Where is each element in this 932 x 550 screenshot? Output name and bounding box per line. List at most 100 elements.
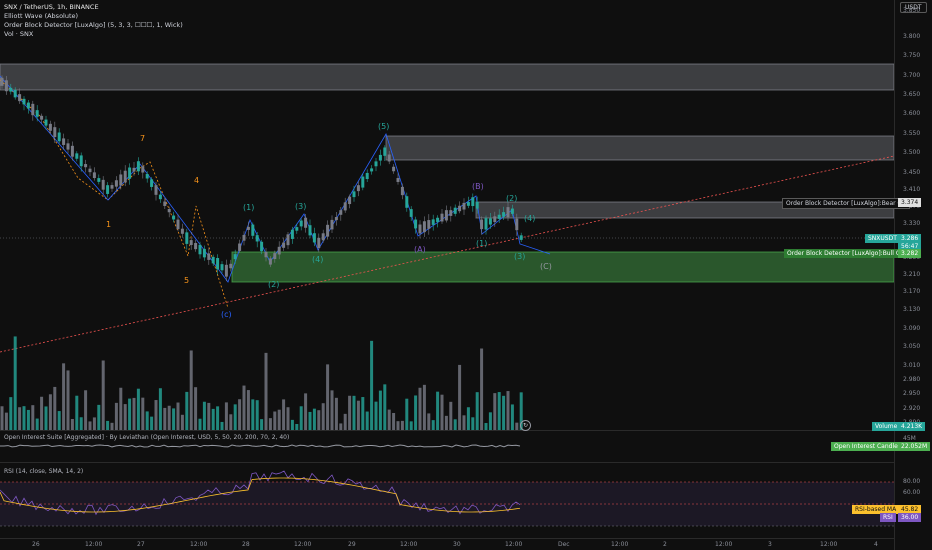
indicator-order-block[interactable]: Order Block Detector [LuxAlgo] (5, 3, 3,… — [4, 21, 183, 29]
volume-bar — [277, 409, 281, 430]
candle-body — [515, 218, 519, 231]
candle-body — [392, 166, 396, 172]
wave-label-5: (5) — [378, 122, 390, 131]
volume-bar — [128, 398, 132, 430]
volume-bar — [66, 370, 70, 430]
candle-body — [194, 242, 198, 250]
currency-button[interactable]: USDT — [900, 2, 927, 13]
volume-bar — [180, 414, 184, 430]
candle-body — [119, 174, 123, 186]
price-tick: 3.330 — [903, 220, 921, 227]
candle-body — [150, 179, 154, 187]
volume-bar — [101, 360, 105, 430]
candle-body — [185, 232, 189, 244]
candle-body — [400, 186, 404, 196]
volume-bar — [44, 406, 48, 430]
price-tick: 3.600 — [903, 110, 921, 117]
main-chart-canvas[interactable] — [0, 0, 894, 430]
oi-pane-label[interactable]: Open Interest Suite [Aggregated] · By Le… — [4, 434, 290, 441]
candle-body — [268, 258, 272, 265]
volume-bar — [462, 415, 466, 430]
time-tick: 4 — [874, 541, 878, 548]
pane-divider-2[interactable] — [0, 462, 894, 463]
volume-bar — [453, 419, 457, 430]
candle-body — [348, 196, 352, 205]
candle-body — [475, 201, 479, 209]
volume-bar — [216, 406, 220, 430]
wave-label-C: (C) — [540, 262, 552, 271]
candle-body — [378, 154, 382, 161]
trend-line — [0, 155, 894, 353]
rsi-line — [0, 470, 521, 516]
rsi-chart[interactable] — [0, 462, 894, 538]
volume-bar — [348, 395, 352, 430]
candle-body — [260, 241, 264, 252]
candle-body — [304, 217, 308, 228]
indicator-elliott[interactable]: Elliott Wave (Absolute) — [4, 12, 79, 20]
volume-bar — [154, 400, 158, 430]
symbol-title[interactable]: SNX / TetherUS, 1h, BINANCE — [4, 3, 99, 11]
wave-label-a: (A) — [414, 245, 426, 254]
volume-bar — [422, 384, 426, 430]
volume-bar — [304, 393, 308, 430]
volume-bar — [145, 411, 149, 430]
candle-body — [295, 227, 299, 231]
bear-ob-zone-mid — [385, 135, 894, 161]
volume-bar — [414, 395, 418, 430]
indicator-volume[interactable]: Vol · SNX — [4, 30, 34, 38]
volume-bar — [35, 418, 39, 430]
candle-body — [356, 185, 360, 192]
candle-body — [458, 205, 462, 212]
candle-body — [101, 179, 105, 190]
volume-bar — [4, 412, 8, 430]
wave-label-b: (B) — [472, 182, 484, 191]
wave-label-3b: (3) — [514, 252, 526, 261]
candle-body — [202, 248, 206, 258]
price-scale[interactable] — [894, 0, 932, 550]
candle-body — [66, 143, 70, 150]
candle-body — [238, 243, 242, 251]
candle-body — [242, 234, 246, 241]
rsi-ma-value: 45.82 — [898, 505, 922, 514]
candle-body — [136, 161, 140, 172]
volume-bar — [427, 413, 431, 430]
pane-divider-1[interactable] — [0, 430, 894, 431]
volume-bar — [229, 414, 233, 430]
rsi-pane-label[interactable]: RSI (14, close, SMA, 14, 2) — [4, 468, 84, 475]
price-tick: 3.450 — [903, 169, 921, 176]
wave-label-2: (2) — [506, 194, 518, 203]
volume-bar — [334, 397, 338, 430]
candle-body — [211, 256, 215, 264]
time-tick: 26 — [32, 541, 40, 548]
candle-body — [216, 258, 220, 270]
volume-bars — [0, 336, 523, 430]
volume-bar — [158, 388, 162, 430]
candle-body — [53, 127, 57, 138]
volume-bar — [466, 407, 470, 430]
price-tick: 2.920 — [903, 405, 921, 412]
volume-bar — [475, 392, 479, 430]
candle-body — [497, 214, 501, 219]
candle-body — [290, 229, 294, 239]
volume-bar — [40, 396, 44, 430]
candle-body — [405, 196, 409, 208]
candle-body — [321, 233, 325, 241]
candle-body — [40, 115, 44, 120]
volume-bar — [282, 399, 286, 430]
volume-bar — [321, 403, 325, 430]
price-tick: 2.980 — [903, 376, 921, 383]
volume-bar — [431, 420, 435, 430]
volume-bar — [79, 417, 83, 430]
candle-body — [427, 220, 431, 229]
bull-ob-zone — [231, 251, 894, 283]
candle-body — [471, 197, 475, 207]
price-tick: 3.700 — [903, 72, 921, 79]
candle-body — [198, 244, 202, 255]
volume-bar — [330, 390, 334, 430]
volume-bar — [242, 385, 246, 430]
bear-ob-label: Order Block Detector [LuxAlgo]:Bear OB — [782, 198, 911, 209]
volume-bar — [220, 421, 224, 430]
replay-icon[interactable]: ↻ — [520, 420, 531, 431]
rsi-ma-line — [0, 477, 521, 513]
volume-bar — [299, 406, 303, 430]
